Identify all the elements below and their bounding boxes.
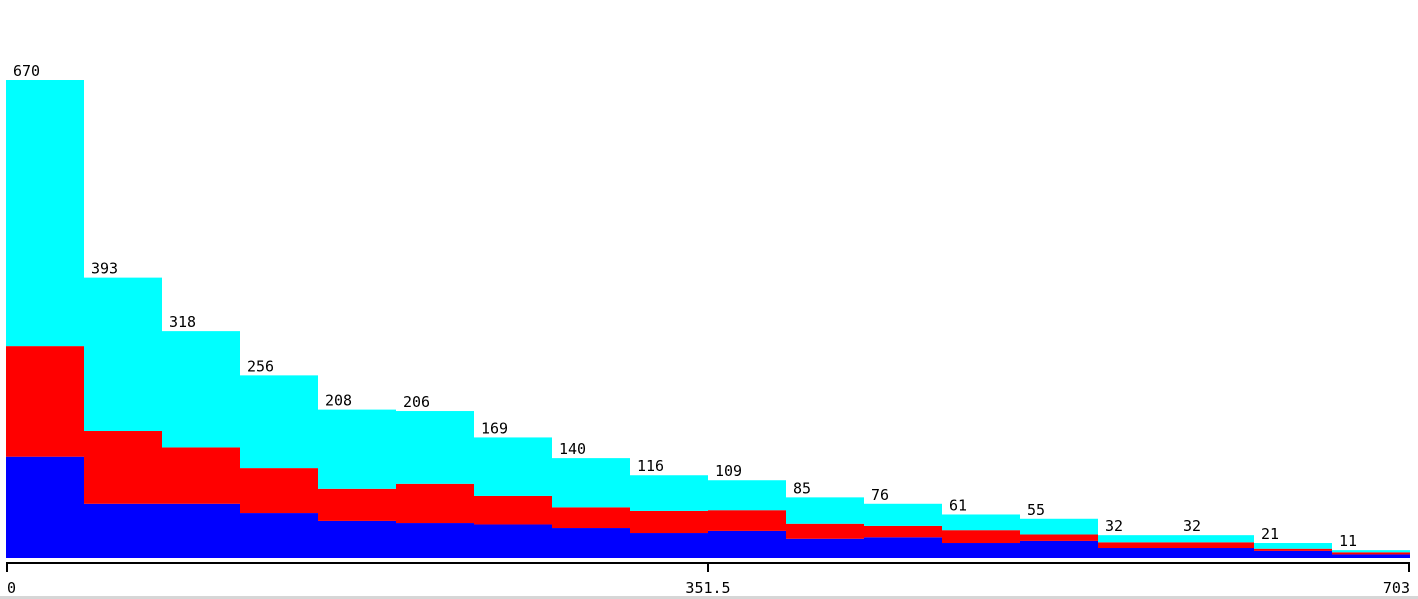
total-label: 109: [715, 462, 742, 480]
bar-segment: [474, 524, 552, 558]
bar-group: [1098, 535, 1176, 558]
bar-segment: [708, 530, 786, 558]
bar-segment: [6, 456, 84, 558]
bar-segment: [84, 503, 162, 558]
bar-group: [1176, 535, 1254, 558]
bar-segment: [552, 507, 630, 529]
bar-segment: [630, 475, 708, 511]
bar-segment: [396, 523, 474, 558]
bar-segment: [552, 458, 630, 508]
bar-segment: [162, 503, 240, 558]
bar-segment: [6, 80, 84, 347]
total-label: 393: [91, 260, 118, 278]
total-label: 670: [13, 62, 40, 80]
total-label: 169: [481, 419, 508, 437]
bar-segment: [1176, 535, 1254, 543]
total-label: 11: [1339, 532, 1357, 550]
total-label: 208: [325, 392, 352, 410]
bar-segment: [864, 537, 942, 558]
bar-group: [6, 80, 84, 558]
bar-segment: [1098, 542, 1176, 549]
bar-group: [552, 458, 630, 558]
bar-group: [318, 409, 396, 558]
bar-segment: [864, 525, 942, 538]
total-label: 85: [793, 479, 811, 497]
bar-group: [1020, 518, 1098, 558]
total-label: 32: [1105, 517, 1123, 535]
bar-group: [474, 437, 552, 558]
total-labels: 670 393 318 256 208 206 169 140 116 109 85 76 61 55 32…: [13, 62, 1357, 550]
bar-segment: [84, 431, 162, 504]
total-label: 32: [1183, 517, 1201, 535]
bar-groups: [6, 80, 1410, 558]
bar-segment: [1020, 540, 1098, 558]
bar-segment: [240, 513, 318, 558]
total-label: 55: [1027, 501, 1045, 519]
x-tick-label-2: 703: [1383, 579, 1410, 597]
bar-segment: [942, 530, 1020, 544]
bar-segment: [1254, 548, 1332, 551]
bar-segment: [942, 543, 1020, 558]
bar-segment: [240, 468, 318, 514]
bar-group: [162, 331, 240, 558]
bar-segment: [162, 447, 240, 504]
bar-segment: [396, 411, 474, 484]
total-label: 116: [637, 457, 664, 475]
bar-segment: [864, 503, 942, 526]
bar-segment: [396, 483, 474, 524]
bar-segment: [1176, 548, 1254, 558]
bar-group: [864, 503, 942, 558]
bar-segment: [1020, 534, 1098, 541]
bar-segment: [786, 523, 864, 539]
bar-segment: [1098, 548, 1176, 558]
bar-segment: [630, 510, 708, 534]
bar-segment: [1020, 518, 1098, 535]
bar-group: [786, 497, 864, 558]
bar-segment: [552, 528, 630, 558]
bar-segment: [474, 495, 552, 525]
total-label: 21: [1261, 525, 1279, 543]
bar-segment: [1098, 535, 1176, 543]
total-label: 318: [169, 313, 196, 331]
bar-segment: [318, 488, 396, 521]
total-label: 256: [247, 357, 274, 375]
bar-segment: [942, 514, 1020, 531]
bar-segment: [1176, 542, 1254, 549]
bar-group: [1254, 543, 1332, 558]
bar-group: [1332, 550, 1410, 558]
bar-segment: [1332, 552, 1410, 555]
bar-segment: [474, 437, 552, 496]
bar-segment: [1254, 550, 1332, 558]
bar-segment: [630, 533, 708, 558]
bar-segment: [318, 409, 396, 489]
total-label: 206: [403, 393, 430, 411]
bar-group: [942, 514, 1020, 558]
bar-segment: [708, 510, 786, 531]
bar-segment: [162, 331, 240, 448]
bar-segment: [84, 277, 162, 432]
bar-group: [396, 411, 474, 558]
bar-group: [84, 277, 162, 558]
bar-segment: [1332, 554, 1410, 558]
bar-segment: [6, 346, 84, 457]
bar-segment: [786, 497, 864, 524]
total-label: 76: [871, 486, 889, 504]
bar-segment: [240, 375, 318, 469]
bar-segment: [1332, 550, 1410, 553]
bar-group: [240, 375, 318, 558]
bar-group: [630, 475, 708, 558]
bar-segment: [1254, 543, 1332, 549]
bar-group: [708, 480, 786, 558]
bottom-rule: [0, 596, 1418, 599]
bar-segment: [708, 480, 786, 511]
x-tick-label-1: 351.5: [685, 579, 730, 597]
bar-segment: [318, 520, 396, 558]
total-label: 61: [949, 496, 967, 514]
bar-segment: [786, 538, 864, 558]
x-axis: 0 351.5 703: [6, 562, 1410, 597]
x-tick-label-0: 0: [7, 579, 16, 597]
total-label: 140: [559, 440, 586, 458]
